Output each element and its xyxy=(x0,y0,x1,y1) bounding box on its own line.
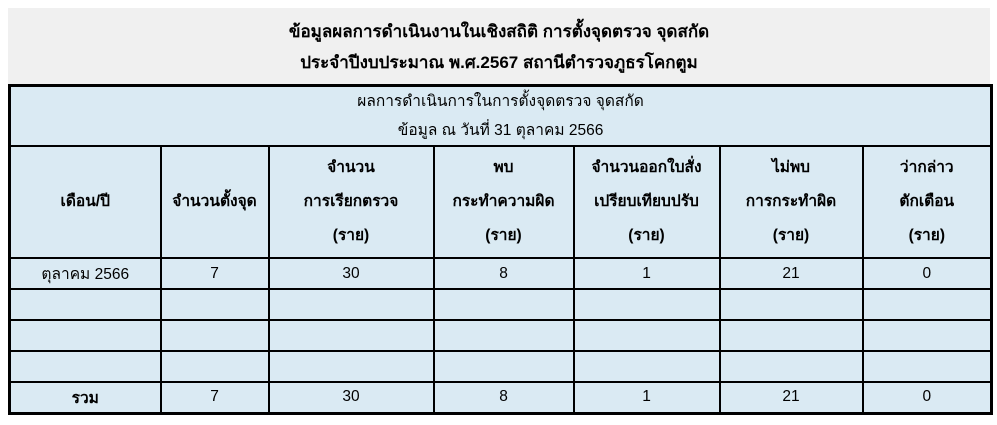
cell-verbal-warnings: 0 xyxy=(861,257,993,290)
table-cell xyxy=(718,288,864,321)
table-row-empty-1 xyxy=(8,288,993,321)
table-row-empty-2 xyxy=(8,319,993,352)
table-cell xyxy=(572,319,721,352)
cell-offenses-found: 8 xyxy=(432,257,575,290)
report-title-line2: ประจำปีงบประมาณ พ.ศ.2567 สถานีตำรวจภูธรโ… xyxy=(300,53,698,72)
table-row-october-2566: ตุลาคม 2566 7 30 8 1 21 0 xyxy=(8,257,993,290)
col-header-month-year: เดือน/ปี xyxy=(8,145,162,259)
table-cell xyxy=(718,319,864,352)
table-cell xyxy=(718,350,864,383)
checkpoint-statistics-table: ผลการดำเนินการในการตั้งจุดตรวจ จุดสกัด ข… xyxy=(8,84,994,415)
table-row-empty-3 xyxy=(8,350,993,383)
table-total-row: รวม 7 30 8 1 21 0 xyxy=(8,381,993,414)
table-cell xyxy=(8,350,162,383)
total-checkpoints: 7 xyxy=(159,381,270,414)
table-cell xyxy=(159,288,270,321)
cell-checkpoints: 7 xyxy=(159,257,270,290)
col-header-tickets-issued: จำนวนออกใบสั่ง เปรียบเทียบปรับ (ราย) xyxy=(572,145,721,259)
cell-month: ตุลาคม 2566 xyxy=(8,257,162,290)
col-header-checkpoints-count: จำนวนตั้งจุด xyxy=(159,145,270,259)
table-cell xyxy=(8,288,162,321)
report-title-band: ข้อมูลผลการดำเนินงานในเชิงสถิติ การตั้งจ… xyxy=(8,8,990,84)
total-offenses-found: 8 xyxy=(432,381,575,414)
table-subtitle-cell: ผลการดำเนินการในการตั้งจุดตรวจ จุดสกัด ข… xyxy=(8,84,993,147)
table-cell xyxy=(159,319,270,352)
table-cell xyxy=(159,350,270,383)
total-vehicles-checked: 30 xyxy=(267,381,435,414)
total-verbal-warnings: 0 xyxy=(861,381,993,414)
cell-vehicles-checked: 30 xyxy=(267,257,435,290)
table-cell xyxy=(572,288,721,321)
report-title-line1: ข้อมูลผลการดำเนินงานในเชิงสถิติ การตั้งจ… xyxy=(288,22,710,41)
table-header-row: เดือน/ปี จำนวนตั้งจุด จำนวน การเรียกตรวจ… xyxy=(8,145,993,259)
table-subtitle-row: ผลการดำเนินการในการตั้งจุดตรวจ จุดสกัด ข… xyxy=(8,84,993,147)
table-cell xyxy=(861,350,993,383)
col-header-no-offense-found: ไม่พบ การกระทำผิด (ราย) xyxy=(718,145,864,259)
table-cell xyxy=(572,350,721,383)
cell-no-offense: 21 xyxy=(718,257,864,290)
total-no-offense: 21 xyxy=(718,381,864,414)
table-cell xyxy=(267,288,435,321)
table-cell xyxy=(861,288,993,321)
col-header-vehicles-checked: จำนวน การเรียกตรวจ (ราย) xyxy=(267,145,435,259)
subtitle-line1: ผลการดำเนินการในการตั้งจุดตรวจ จุดสกัด xyxy=(357,93,644,110)
total-label: รวม xyxy=(8,381,162,414)
table-cell xyxy=(432,319,575,352)
subtitle-line2: ข้อมูล ณ วันที่ 31 ตุลาคม 2566 xyxy=(397,122,604,139)
col-header-verbal-warnings: ว่ากล่าว ตักเตือน (ราย) xyxy=(861,145,993,259)
total-tickets-issued: 1 xyxy=(572,381,721,414)
table-cell xyxy=(267,350,435,383)
table-cell xyxy=(8,319,162,352)
cell-tickets-issued: 1 xyxy=(572,257,721,290)
table-cell xyxy=(432,288,575,321)
table-cell xyxy=(432,350,575,383)
table-cell xyxy=(267,319,435,352)
table-cell xyxy=(861,319,993,352)
col-header-offenses-found: พบ กระทำความผิด (ราย) xyxy=(432,145,575,259)
